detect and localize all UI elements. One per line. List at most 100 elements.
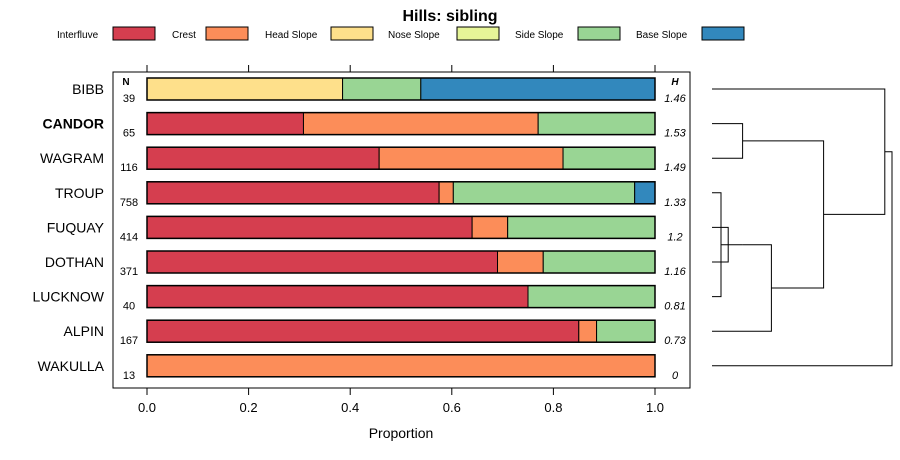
n-value-lucknow: 40 (123, 301, 135, 313)
bar-row-wakulla (146, 354, 656, 378)
row-label-bibb: BIBB (72, 81, 104, 97)
legend-label-base-slope: Base Slope (636, 30, 688, 41)
bar-segment-bibb-base-slope (420, 77, 656, 101)
h-value-candor: 1.53 (664, 128, 686, 140)
bar-segment-fuquay-crest (471, 215, 509, 239)
bar-outline-bibb (146, 77, 656, 101)
bar-segment-wagram-interfluve (146, 146, 380, 170)
bar-segment-dothan-interfluve (146, 250, 499, 274)
h-value-wakulla: 0 (672, 370, 679, 382)
row-label-dothan: DOTHAN (45, 254, 104, 270)
legend-label-interfluve: Interfluve (57, 30, 99, 41)
dendrogram-link-m7-wakulla (712, 151, 893, 367)
n-value-troup: 758 (120, 197, 138, 209)
legend-swatch-base-slope (701, 26, 745, 41)
bar-segment-alpin-side-slope (596, 319, 656, 343)
bar-segment-fuquay-interfluve (146, 215, 473, 239)
bar-outline-dothan (146, 250, 656, 274)
bar-segment-alpin-crest (578, 319, 598, 343)
bar-outline-alpin (146, 319, 656, 343)
legend-swatch-nose-slope (456, 26, 500, 41)
x-tick-label-0-8: 0.8 (544, 400, 562, 415)
x-tick-label-0-2: 0.2 (240, 400, 258, 415)
h-value-bibb: 1.46 (664, 93, 686, 105)
legend: Interfluve Crest Head Slope Nose Slope Side … (57, 26, 745, 41)
bar-row-alpin (146, 319, 656, 343)
bar-row-lucknow (146, 284, 656, 309)
bar-outline-wagram (146, 146, 656, 170)
h-value-troup: 1.33 (664, 197, 686, 209)
legend-swatch-crest (205, 26, 249, 41)
row-label-lucknow: LUCKNOW (32, 289, 104, 305)
bar-segment-fuquay-side-slope (507, 215, 656, 239)
bar-row-bibb (146, 77, 656, 101)
bar-outline-troup (146, 181, 656, 205)
h-column-header: H (671, 77, 679, 88)
bar-row-troup (146, 181, 656, 205)
legend-label-head-slope: Head Slope (265, 30, 318, 41)
bar-segment-troup-side-slope (452, 181, 636, 205)
legend-label-side-slope: Side Slope (515, 30, 564, 41)
legend-swatch-side-slope (577, 26, 621, 41)
bar-segment-lucknow-side-slope (527, 285, 656, 309)
bar-segment-troup-interfluve (146, 181, 440, 205)
legend-label-crest: Crest (172, 30, 196, 41)
legend-swatch-head-slope (330, 26, 374, 41)
n-column-header: N (122, 77, 129, 88)
n-value-alpin: 167 (120, 335, 138, 347)
dendrogram-link-bibb-m6 (712, 88, 886, 215)
h-value-wagram: 1.49 (664, 162, 685, 174)
bar-segment-wagram-crest (378, 146, 564, 170)
row-labels: BIBB 39 1.46 CANDOR 65 1.53 WAGRAM 116 1.49 TROUP… (32, 81, 686, 382)
n-value-fuquay: 414 (120, 231, 138, 243)
row-label-troup: TROUP (55, 185, 104, 201)
dendrogram (712, 88, 893, 367)
bar-outline-lucknow (146, 284, 656, 309)
bar-segment-troup-base-slope (634, 181, 656, 205)
bar-segment-dothan-crest (497, 250, 544, 274)
x-axis-title: Proportion (369, 425, 434, 441)
n-value-candor: 65 (123, 128, 135, 140)
bar-row-fuquay (146, 215, 656, 240)
dendrogram-link-m1-m5 (742, 140, 825, 289)
n-value-bibb: 39 (123, 93, 135, 105)
row-label-fuquay: FUQUAY (47, 219, 105, 235)
plot-frame (112, 71, 691, 389)
x-tick-label-0-0: 0.0 (138, 400, 156, 415)
bar-outline-fuquay (146, 215, 656, 240)
bar-segment-bibb-head-slope (146, 77, 344, 101)
x-tick-label-1-0: 1.0 (646, 400, 664, 415)
x-axis: 0.0 0.2 0.4 0.6 0.8 1.0 (138, 65, 664, 415)
bar-row-dothan (146, 250, 656, 274)
h-value-lucknow: 0.81 (664, 301, 685, 313)
bar-segment-bibb-side-slope (342, 77, 422, 101)
legend-label-nose-slope: Nose Slope (388, 30, 440, 41)
bar-segment-candor-side-slope (537, 112, 656, 136)
bar-segment-candor-interfluve (146, 112, 304, 136)
chart-title: Hills: sibling (402, 8, 497, 25)
bars (146, 77, 656, 378)
dendrogram-link-troup-lucknow (712, 192, 722, 298)
n-value-wagram: 116 (120, 162, 138, 174)
bar-segment-candor-crest (302, 112, 539, 136)
bar-segment-wakulla-crest (146, 354, 656, 378)
row-label-alpin: ALPIN (64, 323, 104, 339)
n-value-dothan: 371 (120, 266, 138, 278)
row-label-wakulla: WAKULLA (38, 358, 105, 374)
bar-segment-wagram-side-slope (562, 146, 656, 170)
bar-segment-lucknow-interfluve (146, 285, 529, 309)
dendrogram-link-candor-wagram (712, 123, 744, 159)
legend-swatch-interfluve (112, 26, 156, 41)
x-tick-label-0-4: 0.4 (341, 400, 359, 415)
bar-segment-alpin-interfluve (146, 319, 580, 343)
h-value-dothan: 1.16 (664, 266, 686, 278)
bar-row-wagram (146, 146, 656, 170)
bar-outline-candor (146, 111, 656, 136)
h-value-fuquay: 1.2 (667, 231, 682, 243)
h-value-alpin: 0.73 (664, 335, 686, 347)
bar-row-candor (146, 111, 656, 136)
bar-segment-troup-crest (438, 181, 454, 205)
row-label-wagram: WAGRAM (40, 150, 104, 166)
n-value-wakulla: 13 (123, 370, 135, 382)
